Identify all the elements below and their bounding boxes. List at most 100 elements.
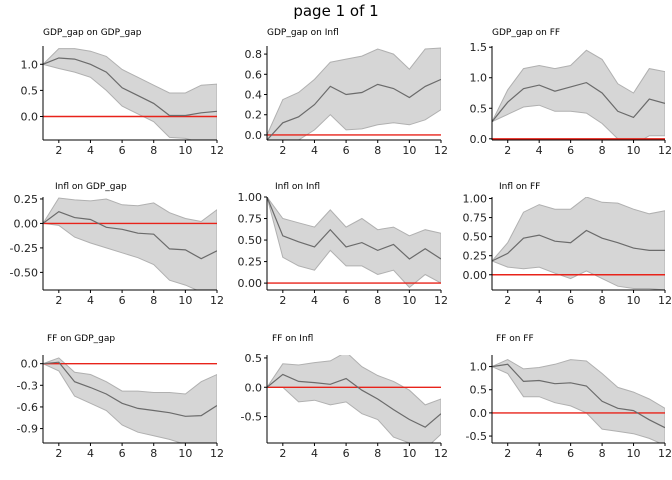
x-tick-label: 12 xyxy=(210,294,224,307)
confidence-band xyxy=(267,355,441,443)
y-tick-label: 0.0 xyxy=(470,407,488,420)
x-tick-label: 10 xyxy=(402,294,416,307)
x-tick-label: 12 xyxy=(658,294,672,307)
y-tick-label: 1.0 xyxy=(470,72,488,85)
x-tick-label: 4 xyxy=(536,294,543,307)
y-tick-label: 0.25 xyxy=(238,256,263,269)
panel-title: Infl on Infl xyxy=(275,182,320,192)
x-tick-label: 6 xyxy=(567,447,574,460)
x-tick-label: 2 xyxy=(279,144,286,157)
irf-panel: 2 4 6 8 10 12 0.00 0.25 0.50 0.75 1.00 Infl on FF xyxy=(463,182,672,307)
x-tick-label: 4 xyxy=(87,144,94,157)
y-tick-label: -0.9 xyxy=(17,423,38,436)
confidence-band xyxy=(43,48,217,140)
x-tick-label: 10 xyxy=(402,144,416,157)
x-tick-label: 10 xyxy=(178,447,192,460)
y-tick-label: 0.2 xyxy=(245,109,263,122)
x-tick-label: 10 xyxy=(627,294,641,307)
y-tick-label: -0.5 xyxy=(466,430,487,443)
x-tick-label: 12 xyxy=(210,447,224,460)
y-tick-label: 1.00 xyxy=(238,191,263,204)
y-tick-label: 0.75 xyxy=(463,212,488,225)
panel-title: GDP_gap on GDP_gap xyxy=(43,28,142,38)
panel-title: FF on FF xyxy=(496,334,534,344)
irf-line xyxy=(43,211,217,260)
irf-line xyxy=(267,373,441,428)
x-tick-label: 12 xyxy=(434,144,448,157)
x-tick-label: 8 xyxy=(599,447,606,460)
y-tick-label: 0.4 xyxy=(245,89,263,102)
confidence-band xyxy=(43,197,217,290)
x-tick-label: 6 xyxy=(343,447,350,460)
panel-title: GDP_gap on FF xyxy=(492,28,560,38)
confidence-band xyxy=(492,49,665,140)
x-tick-label: 12 xyxy=(434,447,448,460)
irf-panel: 2 4 6 8 10 12 0.0 0.5 1.0 1.5 GDP_gap on FF xyxy=(470,28,672,157)
irf-panel: 2 4 6 8 10 12 0.0 -0.3 -0.6 -0.9 FF on GDP_gap xyxy=(17,334,224,460)
x-tick-label: 2 xyxy=(55,447,62,460)
irf-line xyxy=(43,57,217,117)
irf-panel: 2 4 6 8 10 12 0.0 0.5 1.0 GDP_gap on GDP_gap xyxy=(21,28,225,157)
x-tick-label: 2 xyxy=(504,144,511,157)
x-tick-label: 6 xyxy=(119,447,126,460)
y-tick-label: 0.75 xyxy=(238,213,263,226)
y-tick-label: -0.5 xyxy=(241,411,262,424)
x-tick-label: 10 xyxy=(178,294,192,307)
y-tick-label: -0.50 xyxy=(10,266,38,279)
y-tick-label: 0.00 xyxy=(463,269,488,282)
x-tick-label: 2 xyxy=(55,144,62,157)
y-tick-label: 0.0 xyxy=(245,381,263,394)
x-tick-label: 10 xyxy=(627,144,641,157)
x-tick-label: 8 xyxy=(150,294,157,307)
irf-panel: 2 4 6 8 10 12 0.0 0.2 0.4 0.6 0.8 GDP_gap on Infl xyxy=(245,28,449,157)
confidence-band xyxy=(492,359,665,443)
y-tick-label: 1.00 xyxy=(463,193,488,206)
x-tick-label: 8 xyxy=(374,447,381,460)
irf-line xyxy=(267,78,441,140)
x-tick-label: 12 xyxy=(434,294,448,307)
x-tick-label: 4 xyxy=(311,447,318,460)
x-tick-label: 12 xyxy=(658,447,672,460)
irf-panel: 2 4 6 8 10 12 0.25 0.00 -0.25 -0.50 Infl on GDP_ga… xyxy=(10,182,224,307)
x-tick-label: 6 xyxy=(343,294,350,307)
x-tick-label: 10 xyxy=(627,447,641,460)
x-tick-label: 10 xyxy=(178,144,192,157)
panel-title: Infl on GDP_gap xyxy=(55,182,127,192)
x-tick-label: 6 xyxy=(567,144,574,157)
x-tick-label: 6 xyxy=(567,294,574,307)
y-tick-label: 0.5 xyxy=(245,352,263,365)
y-tick-label: 0.0 xyxy=(21,111,39,124)
x-tick-label: 2 xyxy=(55,294,62,307)
y-tick-label: 0.00 xyxy=(238,277,263,290)
y-tick-label: 0.25 xyxy=(463,250,488,263)
irf-line xyxy=(43,361,217,417)
x-tick-label: 6 xyxy=(119,294,126,307)
y-tick-label: 0.5 xyxy=(470,384,488,397)
y-tick-label: 0.0 xyxy=(21,358,39,371)
y-tick-label: 0.5 xyxy=(21,84,39,97)
y-tick-label: 0.0 xyxy=(470,133,488,146)
y-tick-label: 0.50 xyxy=(463,231,488,244)
y-tick-label: 0.6 xyxy=(245,68,263,81)
y-tick-label: -0.3 xyxy=(17,379,38,392)
x-tick-label: 8 xyxy=(599,294,606,307)
irf-panel: 2 4 6 8 10 12 0.00 0.25 0.50 0.75 1.00 Infl on Infl xyxy=(238,182,449,307)
x-tick-label: 8 xyxy=(374,294,381,307)
y-tick-label: 0.25 xyxy=(14,193,39,206)
y-tick-label: -0.25 xyxy=(10,242,38,255)
x-tick-label: 12 xyxy=(658,144,672,157)
y-tick-label: 1.0 xyxy=(21,58,39,71)
x-tick-label: 4 xyxy=(311,294,318,307)
y-tick-label: 0.00 xyxy=(14,217,39,230)
x-tick-label: 4 xyxy=(536,144,543,157)
confidence-band xyxy=(267,197,441,289)
x-tick-label: 6 xyxy=(343,144,350,157)
confidence-band xyxy=(492,197,665,290)
x-tick-label: 12 xyxy=(210,144,224,157)
y-tick-label: 0.8 xyxy=(245,48,263,61)
irf-panel: 2 4 6 8 10 12 0.5 0.0 -0.5 FF on Infl xyxy=(241,334,448,460)
confidence-band xyxy=(43,357,217,443)
x-tick-label: 8 xyxy=(150,144,157,157)
x-tick-label: 8 xyxy=(374,144,381,157)
